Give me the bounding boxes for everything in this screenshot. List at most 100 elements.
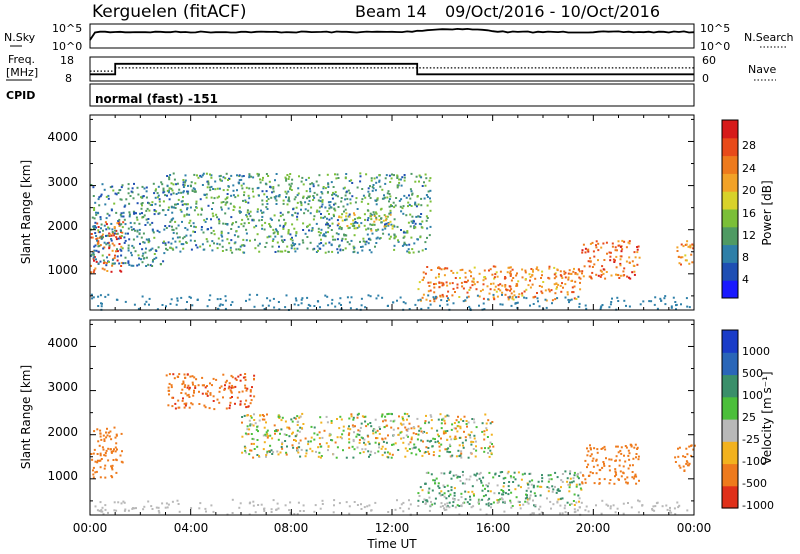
range-gate-cell xyxy=(469,451,472,454)
range-gate-cell xyxy=(567,278,570,281)
range-gate-cell xyxy=(307,203,310,206)
range-gate-cell xyxy=(527,483,530,486)
range-gate-cell xyxy=(107,459,110,462)
range-gate-cell xyxy=(398,178,401,181)
range-gate-cell xyxy=(300,448,303,451)
range-gate-cell xyxy=(261,211,264,214)
ground-scatter-cell xyxy=(307,303,310,306)
range-gate-cell xyxy=(553,273,556,276)
range-gate-cell xyxy=(189,206,192,209)
ground-scatter-cell xyxy=(648,300,651,303)
range-gate-cell xyxy=(349,198,352,201)
range-gate-cell xyxy=(350,179,353,182)
range-gate-cell xyxy=(282,227,285,230)
range-gate-cell xyxy=(406,449,409,452)
range-gate-cell xyxy=(310,206,313,209)
ground-scatter-cell xyxy=(472,505,475,508)
range-gate-cell xyxy=(223,388,226,391)
range-gate-cell xyxy=(420,430,423,433)
range-gate-cell xyxy=(581,251,584,254)
range-gate-cell xyxy=(525,288,528,291)
range-gate-cell xyxy=(521,268,524,271)
range-gate-cell xyxy=(461,285,464,288)
range-gate-cell xyxy=(378,432,381,435)
range-gate-cell xyxy=(140,207,143,210)
range-gate-cell xyxy=(123,236,126,239)
range-gate-cell xyxy=(104,452,107,454)
range-gate-cell xyxy=(111,228,114,231)
range-gate-cell xyxy=(238,210,241,213)
range-gate-cell xyxy=(248,428,251,431)
range-gate-cell xyxy=(353,212,355,215)
range-gate-cell xyxy=(209,173,211,176)
range-gate-cell xyxy=(266,236,269,239)
range-gate-cell xyxy=(532,296,535,299)
range-gate-cell xyxy=(615,273,617,276)
ground-scatter-cell xyxy=(552,503,555,506)
range-gate-cell xyxy=(408,422,411,425)
range-gate-cell xyxy=(120,198,123,201)
colorbar-segment xyxy=(722,352,738,376)
range-gate-cell xyxy=(191,189,194,192)
ground-scatter-cell xyxy=(92,296,95,299)
range-gate-cell xyxy=(685,460,688,463)
range-gate-cell xyxy=(494,285,497,288)
range-gate-cell xyxy=(573,504,576,506)
ground-scatter-cell xyxy=(151,508,154,510)
range-gate-cell xyxy=(108,244,111,247)
range-gate-cell xyxy=(678,262,681,265)
range-gate-cell xyxy=(518,293,521,296)
range-gate-cell xyxy=(190,224,192,227)
range-gate-cell xyxy=(182,183,185,186)
range-gate-cell xyxy=(522,503,525,506)
range-gate-cell xyxy=(172,183,175,186)
ground-scatter-cell xyxy=(476,294,479,297)
range-gate-cell xyxy=(489,288,492,291)
range-gate-cell xyxy=(433,502,436,505)
range-gate-cell xyxy=(453,498,456,501)
range-gate-cell xyxy=(396,184,399,187)
range-gate-cell xyxy=(439,494,442,497)
range-gate-cell xyxy=(319,200,322,203)
range-gate-cell xyxy=(234,402,236,405)
range-gate-cell xyxy=(603,445,606,448)
range-gate-cell xyxy=(634,443,637,446)
range-gate-cell xyxy=(269,224,271,227)
range-gate-cell xyxy=(92,452,95,455)
ground-scatter-cell xyxy=(642,300,645,303)
range-gate-cell xyxy=(282,226,285,229)
range-gate-cell xyxy=(684,254,687,257)
range-gate-cell xyxy=(482,495,485,498)
range-gate-cell xyxy=(431,489,434,492)
range-gate-cell xyxy=(265,454,268,456)
range-gate-cell xyxy=(681,256,684,259)
range-gate-cell xyxy=(100,227,102,230)
power-ylabel: Slant Range [km] xyxy=(19,160,33,264)
range-gate-cell xyxy=(417,215,420,218)
range-gate-cell xyxy=(116,250,119,253)
range-gate-cell xyxy=(380,221,383,224)
range-gate-cell xyxy=(186,207,189,210)
range-gate-cell xyxy=(345,212,348,215)
ground-scatter-cell xyxy=(627,502,629,504)
range-gate-cell xyxy=(115,434,118,437)
colorbar-segment xyxy=(722,209,738,228)
range-gate-cell xyxy=(292,446,295,449)
range-gate-cell xyxy=(334,191,337,194)
range-gate-cell xyxy=(163,252,166,255)
range-gate-cell xyxy=(218,386,221,389)
range-gate-cell xyxy=(265,431,268,434)
range-gate-cell xyxy=(485,503,488,506)
range-gate-cell xyxy=(90,184,93,186)
ground-scatter-cell xyxy=(447,297,449,300)
range-gate-cell xyxy=(529,494,532,497)
range-gate-cell xyxy=(425,471,428,474)
range-gate-cell xyxy=(486,485,489,488)
range-gate-cell xyxy=(541,480,544,483)
range-gate-cell xyxy=(256,172,259,175)
range-gate-cell xyxy=(319,416,322,419)
range-gate-cell xyxy=(104,476,107,479)
range-gate-cell xyxy=(422,276,425,279)
range-gate-cell xyxy=(586,466,588,469)
range-gate-cell xyxy=(110,438,113,441)
